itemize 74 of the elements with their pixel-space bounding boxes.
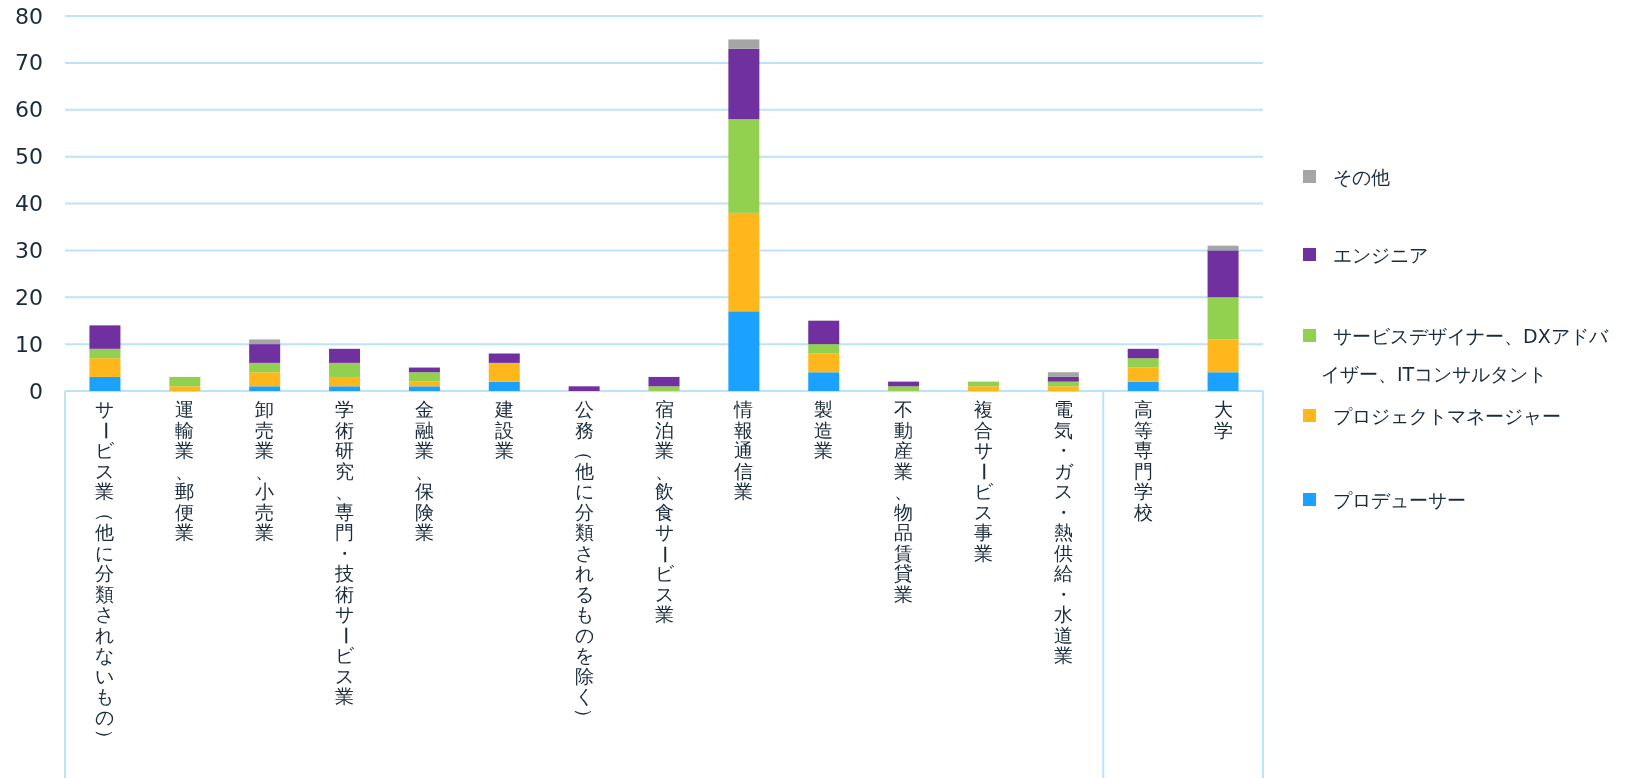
y-tick-label: 0 xyxy=(29,378,43,404)
bar xyxy=(249,362,281,373)
y-tick-label: 70 xyxy=(15,50,43,76)
x-tick-label: 建設業 xyxy=(493,398,514,461)
bar xyxy=(1207,250,1239,298)
bar xyxy=(89,348,121,359)
bar xyxy=(1207,339,1239,373)
x-tick-label: 大学 xyxy=(1213,398,1233,441)
x-tick-label: 高等専門学校 xyxy=(1132,398,1153,523)
bar xyxy=(1207,372,1239,391)
bar xyxy=(408,386,440,391)
x-tick-label: 金融業、保険業 xyxy=(414,398,434,543)
bar xyxy=(808,353,840,373)
category-label: 電気・ガス・熱供給・水道業 xyxy=(1053,398,1073,666)
bar xyxy=(329,362,361,377)
bar xyxy=(329,348,361,363)
category-label: 宿泊業、飲食サービス業 xyxy=(654,398,676,625)
y-tick-label: 20 xyxy=(15,284,43,310)
bar xyxy=(1047,372,1079,377)
x-tick-label: 製造業 xyxy=(814,398,834,461)
x-tick-label: 卸売業、小売業 xyxy=(255,398,275,543)
bar xyxy=(728,119,760,213)
legend-label: プロジェクトマネージャー xyxy=(1333,405,1561,427)
bar xyxy=(648,376,680,387)
bar xyxy=(1207,297,1239,340)
bar xyxy=(808,344,840,354)
y-tick-label: 30 xyxy=(15,237,43,263)
x-tick-label: 運輸業、郵便業 xyxy=(175,398,195,543)
bar xyxy=(728,39,760,49)
bar xyxy=(249,339,281,345)
category-label: サービス業（他に分類されないもの） xyxy=(94,398,117,748)
category-label: 学術研究、専門・技術サービス業 xyxy=(334,398,357,707)
legend-label: エンジニア xyxy=(1333,244,1428,266)
bar xyxy=(169,386,201,391)
bar xyxy=(888,386,920,391)
y-tick-label: 80 xyxy=(15,3,43,29)
legend-label: サービスデザイナー、DXアドバイザー、ITコンサルタント xyxy=(1321,325,1609,385)
bar xyxy=(488,362,520,382)
bar xyxy=(408,372,440,382)
x-tick-label: 複合サービス事業 xyxy=(973,398,996,564)
x-tick-label: 情報通信業 xyxy=(733,398,754,502)
y-tick-label: 50 xyxy=(15,144,43,170)
bar xyxy=(1127,367,1159,382)
bar xyxy=(808,320,840,345)
bar xyxy=(488,381,520,391)
bar xyxy=(249,372,281,387)
bar xyxy=(169,376,201,387)
bar xyxy=(329,386,361,391)
bar xyxy=(1127,348,1159,359)
legend-label: その他 xyxy=(1333,166,1390,188)
bar xyxy=(728,48,760,120)
bar xyxy=(89,358,121,377)
category-label: 公務（他に分類されるものを除く） xyxy=(574,398,597,728)
bar xyxy=(488,353,520,363)
bar xyxy=(568,386,600,391)
bar xyxy=(808,372,840,391)
bar xyxy=(728,311,760,391)
y-tick-label: 40 xyxy=(15,191,43,216)
bar xyxy=(728,212,760,312)
bar xyxy=(1047,386,1079,391)
y-tick-label: 10 xyxy=(15,331,43,357)
bar xyxy=(89,376,121,391)
bar xyxy=(967,386,999,391)
bar xyxy=(329,376,361,387)
category-label: 不動産業、物品賃貸業 xyxy=(894,398,914,605)
bar xyxy=(648,386,680,391)
bar xyxy=(249,386,281,391)
legend-label: プロデューサー xyxy=(1333,489,1466,511)
bar xyxy=(1127,381,1159,391)
bar xyxy=(1127,358,1159,368)
bar xyxy=(249,344,281,363)
bar xyxy=(1047,376,1079,382)
y-tick-label: 60 xyxy=(15,97,43,123)
bar xyxy=(89,325,121,349)
